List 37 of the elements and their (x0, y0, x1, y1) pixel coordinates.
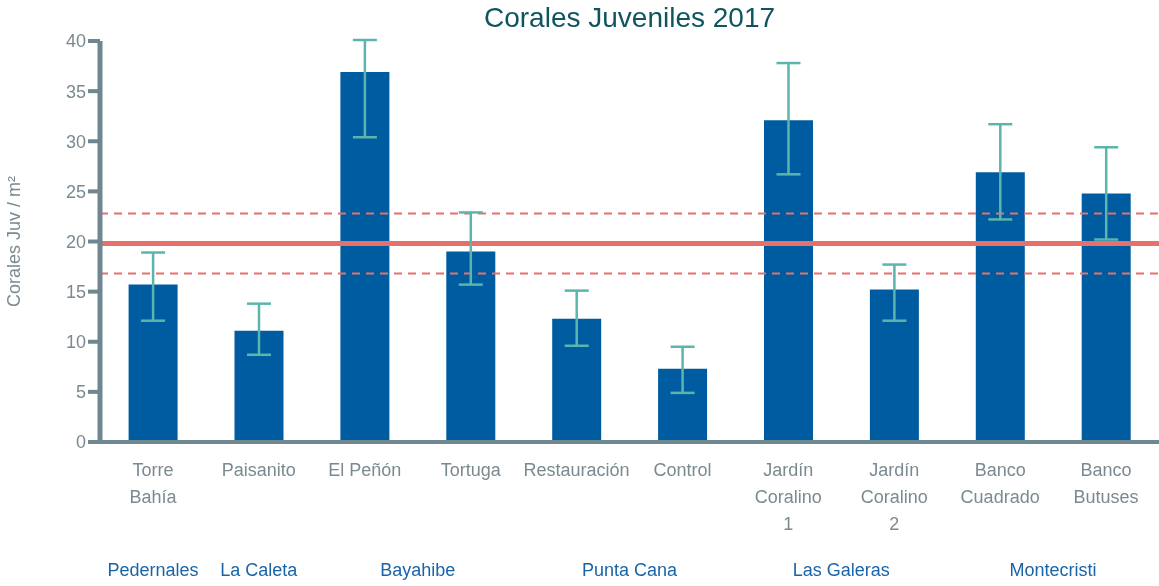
y-tick-label: 5 (75, 382, 86, 403)
x-tick-label: Banco Butuses (1073, 460, 1139, 508)
text: Las Galeras (791, 560, 891, 581)
bar (869, 289, 919, 442)
bar (340, 72, 390, 442)
text: Montecristi (1008, 560, 1098, 581)
x-tick-label: Restauración (523, 460, 630, 481)
bar (552, 318, 602, 442)
x-tick-label: Paisanito (221, 460, 296, 481)
text: Punta Cana (580, 560, 679, 581)
text: La Caleta (220, 560, 298, 580)
bar (234, 330, 284, 442)
bar (446, 251, 496, 442)
x-tick-label: Jardín Coralino 1 (754, 460, 822, 535)
y-tick-label: 35 (65, 81, 86, 102)
x-tick-label: Tortuga (440, 460, 502, 481)
text: Bayahibe (379, 560, 457, 581)
y-tick-label: 25 (65, 181, 86, 202)
chart-title: Corales Juveniles 2017 (482, 2, 777, 34)
y-tick-label: 30 (65, 131, 86, 152)
y-tick-label: 0 (75, 432, 86, 453)
y-tick-label: 15 (65, 282, 86, 303)
y-tick-label: 40 (65, 31, 86, 52)
text: Pedernales (107, 560, 199, 580)
x-tick-label: Torre Bahía (129, 460, 178, 508)
bar (128, 284, 178, 442)
y-tick-label: 10 (65, 332, 86, 353)
bar (1081, 193, 1131, 442)
x-tick-label: Banco Cuadrado (960, 460, 1040, 508)
x-tick-label: El Peñón (328, 460, 402, 481)
x-tick-label: Jardín Coralino 2 (860, 460, 928, 535)
bar (975, 172, 1025, 442)
bar (763, 120, 813, 442)
y-axis-title: Corales Juv / m² (4, 175, 24, 308)
x-tick-label: Control (653, 460, 712, 481)
bar (658, 368, 708, 442)
y-tick-label: 20 (65, 231, 86, 252)
